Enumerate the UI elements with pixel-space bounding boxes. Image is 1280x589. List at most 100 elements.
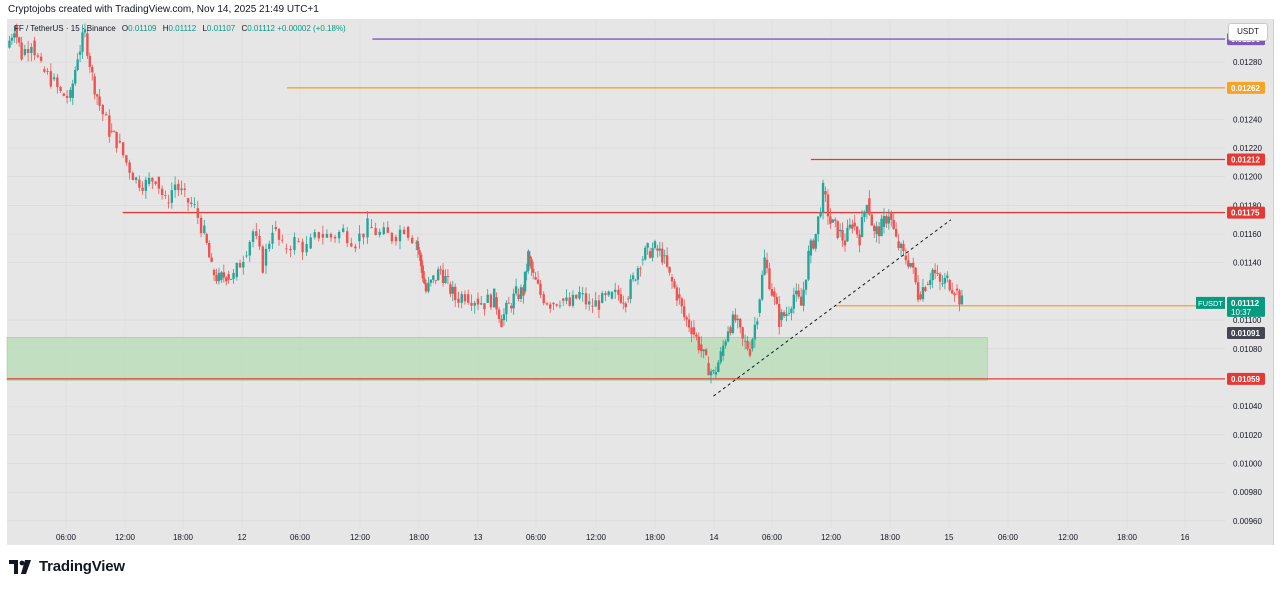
candle-body [402,229,406,234]
candle-body [436,269,440,281]
candle-body [545,303,549,305]
candle-body [714,371,718,375]
x-tick-label: 18:00 [645,533,666,542]
candle-body [765,259,769,269]
candle-body [489,294,493,308]
candle-body [758,299,761,313]
candle-body [588,301,591,305]
candle-body [81,32,84,52]
candle-body [695,334,698,337]
candle-body [457,298,460,303]
candle-body [416,241,420,251]
currency-button[interactable]: USDT [1228,23,1268,41]
candle-body [33,40,36,56]
candle-body [429,279,433,283]
candle-body [333,236,337,239]
x-tick-label: 12:00 [115,533,136,542]
candle-body [926,284,930,286]
candle-body [724,341,727,346]
candle-body [495,297,498,310]
candle-body [235,263,238,278]
candle-body [386,227,390,233]
candle-body [500,319,503,328]
y-tick-label: 0.01160 [1233,230,1262,239]
candle-body [76,59,79,71]
candle-body [199,217,203,234]
x-tick-label: 06:00 [56,533,77,542]
level-badge: 0.01175 [1231,209,1260,218]
candle-body [59,87,62,91]
candle-body [297,241,300,243]
candle-body [873,225,876,231]
candle-body [505,302,508,315]
candle-body [15,26,18,38]
candle-body [829,216,832,224]
x-tick-label: 12:00 [350,533,371,542]
candle-body [578,291,581,299]
y-tick-label: 0.01280 [1233,58,1262,67]
legend-close: 0.01112 [247,24,275,33]
candle-body [406,226,410,238]
candle-body [675,287,679,301]
candle-body [858,234,861,246]
candle-body [555,304,558,306]
candle-body [207,242,211,258]
candle-body [530,259,533,269]
candle-body [301,241,304,253]
candle-body [242,261,245,268]
candle-body [707,363,710,376]
candle-body [30,47,33,54]
candle-body [631,275,635,280]
candle-body [824,191,827,195]
candle-body [154,181,157,184]
candle-body [382,227,385,235]
candle-body [476,298,480,305]
candle-body [473,302,476,306]
candle-body [101,105,105,115]
candle-body [502,314,506,321]
candle-body [180,188,183,191]
candle-body [432,275,435,280]
candle-body [809,240,813,256]
candle-body [217,272,221,282]
countdown-label: 10:37 [1231,308,1252,317]
legend-change: +0.00002 (+0.18%) [277,24,346,33]
candle-body [775,296,778,305]
candle-body [225,277,228,282]
candle-body [483,303,486,310]
candle-body [717,362,720,372]
x-tick-label: 15 [945,533,954,542]
tradingview-logo[interactable]: TradingView [8,558,125,575]
y-tick-label: 0.01080 [1233,345,1262,354]
candle-body [617,289,620,295]
candle-body [470,302,473,306]
candle-body [712,370,715,372]
candle-body [190,202,193,204]
candle-body [894,228,898,237]
candle-body [346,231,349,244]
candle-body [863,211,866,218]
candle-body [933,269,937,274]
candle-body [138,179,141,188]
candle-body [449,284,452,294]
x-tick-label: 06:00 [998,533,1019,542]
candle-body [23,49,27,55]
candle-body [639,268,642,270]
candle-body [245,255,248,257]
candle-body [261,246,264,273]
candle-body [795,290,798,295]
candle-body [305,244,308,253]
candle-body [337,231,341,239]
y-tick-label: 0.01180 [1233,201,1262,210]
candle-body [463,294,467,302]
candle-body [704,349,708,355]
level-badge: 0.01212 [1231,156,1260,165]
candle-body [141,187,144,191]
candle-body [902,243,905,252]
candle-body [83,29,87,33]
candle-body [186,198,190,203]
candle-body [86,33,89,56]
chart-area[interactable] [7,19,1274,545]
candle-body [792,294,796,309]
